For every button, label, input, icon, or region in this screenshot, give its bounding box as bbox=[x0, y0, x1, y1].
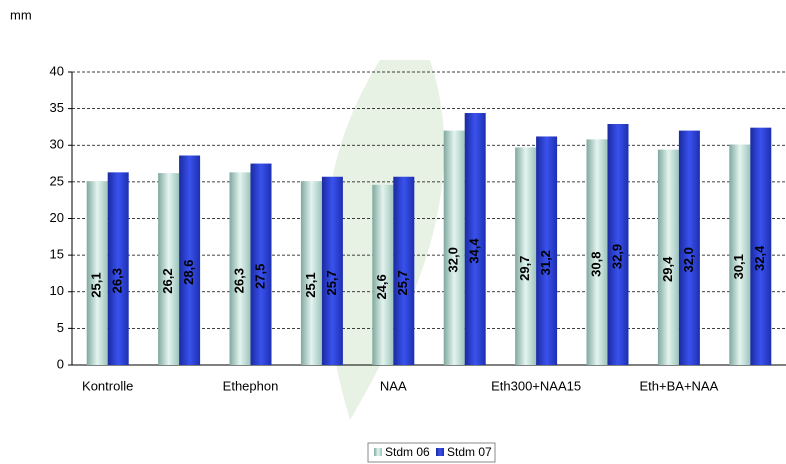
bar bbox=[107, 172, 129, 365]
value-label: 27,5 bbox=[252, 264, 267, 289]
value-label: 25,7 bbox=[395, 270, 410, 295]
value-label: 30,1 bbox=[731, 254, 746, 279]
y-tick-label: 20 bbox=[50, 210, 64, 225]
bar bbox=[393, 176, 415, 365]
bar bbox=[300, 181, 322, 365]
bar bbox=[158, 173, 180, 365]
legend-label: Stdm 06 bbox=[385, 445, 430, 459]
x-tick-label: Ethephon bbox=[223, 378, 279, 393]
y-axis-label: mm bbox=[10, 7, 32, 22]
value-label: 32,4 bbox=[752, 245, 767, 271]
y-tick-label: 25 bbox=[50, 173, 64, 188]
legend-label: Stdm 07 bbox=[447, 445, 492, 459]
bar bbox=[229, 172, 251, 365]
legend-swatch bbox=[436, 448, 444, 456]
y-tick-label: 10 bbox=[50, 283, 64, 298]
value-label: 28,6 bbox=[181, 260, 196, 285]
value-label: 34,4 bbox=[467, 238, 482, 264]
value-label: 30,8 bbox=[588, 252, 603, 277]
value-label: 26,3 bbox=[110, 268, 125, 293]
legend-box bbox=[367, 442, 496, 463]
value-label: 31,2 bbox=[538, 250, 553, 275]
bar bbox=[372, 184, 394, 365]
x-tick-label: Eth300+NAA15 bbox=[491, 378, 581, 393]
y-tick-label: 15 bbox=[50, 247, 64, 262]
x-tick-label: NAA bbox=[380, 378, 407, 393]
value-label: 25,1 bbox=[89, 272, 104, 297]
y-tick-label: 5 bbox=[57, 320, 64, 335]
value-label: 26,2 bbox=[160, 268, 175, 293]
bar bbox=[86, 181, 108, 365]
bar bbox=[586, 139, 608, 365]
bar bbox=[678, 130, 700, 365]
y-tick-label: 35 bbox=[50, 100, 64, 115]
x-tick-label: Eth+BA+NAA bbox=[640, 378, 719, 393]
bar bbox=[321, 176, 343, 365]
bar bbox=[464, 113, 486, 366]
bar bbox=[179, 155, 201, 365]
value-label: 32,9 bbox=[609, 244, 624, 269]
bar bbox=[536, 136, 558, 365]
bar bbox=[250, 163, 272, 365]
value-label: 25,1 bbox=[303, 272, 318, 297]
y-tick-label: 0 bbox=[57, 356, 64, 371]
legend-swatch bbox=[374, 448, 382, 456]
value-label: 29,4 bbox=[660, 256, 675, 282]
bar bbox=[607, 124, 629, 365]
x-tick-label: Kontrolle bbox=[82, 378, 133, 393]
value-label: 29,7 bbox=[517, 256, 532, 281]
value-label: 32,0 bbox=[681, 247, 696, 272]
bar bbox=[750, 127, 772, 365]
value-label: 32,0 bbox=[446, 247, 461, 272]
bar bbox=[729, 144, 751, 365]
bar bbox=[515, 147, 537, 365]
y-tick-label: 30 bbox=[50, 137, 64, 152]
bar bbox=[443, 130, 465, 365]
value-label: 24,6 bbox=[374, 274, 389, 299]
y-tick-label: 40 bbox=[50, 63, 64, 78]
value-label: 25,7 bbox=[324, 270, 339, 295]
value-label: 26,3 bbox=[231, 268, 246, 293]
bar bbox=[657, 149, 679, 365]
